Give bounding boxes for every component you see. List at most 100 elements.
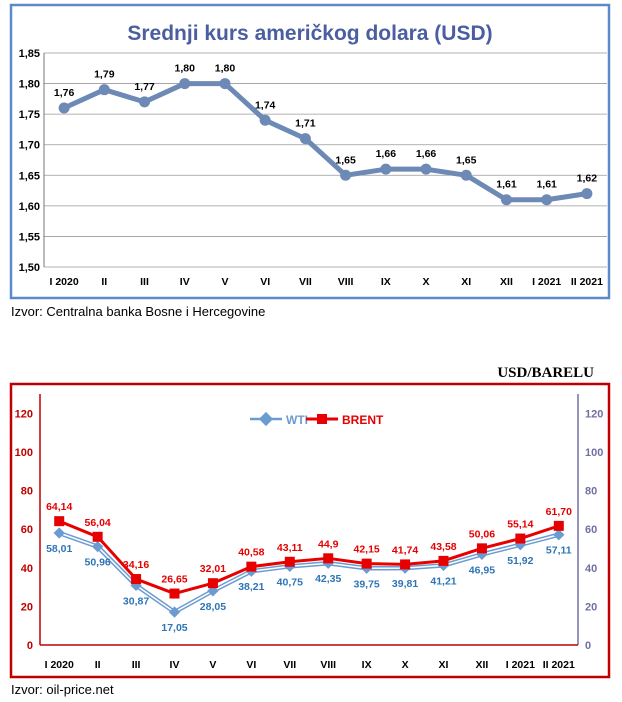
usd-x-tick-label: IX xyxy=(381,276,391,288)
usd-data-point xyxy=(500,194,512,206)
usd-x-tick-label: I 2020 xyxy=(50,276,79,288)
usd-y-tick-label: 1,75 xyxy=(19,109,40,121)
brent-data-label: 32,01 xyxy=(200,563,226,575)
oil-chart-series xyxy=(53,516,565,618)
usd-data-label: 1,65 xyxy=(335,154,356,166)
usd-data-label: 1,80 xyxy=(215,63,236,75)
brent-data-point xyxy=(169,588,180,599)
wti-data-point xyxy=(553,529,565,541)
usd-data-point xyxy=(420,163,432,175)
brent-data-point xyxy=(476,543,487,554)
usd-x-tick-label: VI xyxy=(260,276,270,288)
usd-chart-source: Izvor: Centralna banka Bosne i Hercegovi… xyxy=(11,304,266,319)
oil-chart-source: Izvor: oil-price.net xyxy=(11,682,114,697)
usd-chart-data-labels: 1,76 1,79 1,77 1,80 1,80 1,74 1,71 1,65 1,66 1,66… xyxy=(54,63,597,191)
oil-chart-gridlines xyxy=(39,394,579,646)
usd-x-tick-label: VII xyxy=(299,276,312,288)
legend-brent-label: BRENT xyxy=(342,413,384,427)
wti-data-label: 38,21 xyxy=(238,581,264,593)
oil-x-tick-label: IV xyxy=(170,659,180,671)
oil-left-y-tick-label: 40 xyxy=(21,563,33,575)
usd-chart-y-axis: 1,50 1,55 1,60 1,65 1,70 1,75 1,80 1,85 xyxy=(19,48,40,274)
wti-series-line-inner xyxy=(58,532,559,613)
wti-data-label: 39,81 xyxy=(392,578,418,590)
usd-x-tick-label: IV xyxy=(180,276,190,288)
oil-right-y-tick-label: 80 xyxy=(585,486,597,498)
wti-data-label: 28,05 xyxy=(200,601,226,613)
brent-data-label: 40,58 xyxy=(238,547,264,559)
brent-data-label: 50,06 xyxy=(469,528,495,540)
usd-data-label: 1,74 xyxy=(255,99,276,111)
usd-data-point xyxy=(299,133,311,145)
oil-left-y-tick-label: 60 xyxy=(21,524,33,536)
brent-data-label: 56,04 xyxy=(85,517,111,529)
usd-data-point xyxy=(340,169,352,181)
usd-y-tick-label: 1,80 xyxy=(19,79,40,91)
oil-x-tick-label: III xyxy=(132,659,141,671)
brent-data-label: 42,15 xyxy=(354,544,380,556)
usd-x-tick-label: II 2021 xyxy=(571,276,603,288)
usd-chart-series xyxy=(58,78,593,206)
usd-x-tick-label: V xyxy=(221,276,228,288)
brent-data-label: 43,58 xyxy=(430,541,456,553)
usd-data-point xyxy=(98,84,110,96)
oil-chart-unit-label: USD/BARELU xyxy=(497,365,594,381)
usd-data-label: 1,61 xyxy=(536,179,557,191)
usd-data-label: 1,61 xyxy=(496,179,517,191)
usd-x-tick-label: X xyxy=(423,276,430,288)
brent-data-point xyxy=(284,556,295,567)
oil-x-tick-label: I 2020 xyxy=(45,659,74,671)
oil-x-tick-label: I 2021 xyxy=(506,659,535,671)
usd-x-tick-label: III xyxy=(140,276,149,288)
oil-x-tick-label: IX xyxy=(362,659,372,671)
usd-data-label: 1,77 xyxy=(134,81,155,93)
oil-x-tick-label: VIII xyxy=(320,659,336,671)
usd-data-point xyxy=(581,188,593,200)
usd-data-label: 1,76 xyxy=(54,87,75,99)
oil-right-y-tick-label: 100 xyxy=(585,447,603,459)
oil-right-y-tick-label: 20 xyxy=(585,601,597,613)
brent-data-label: 55,14 xyxy=(507,519,533,531)
oil-x-tick-label: XI xyxy=(439,659,449,671)
wti-data-label: 30,87 xyxy=(123,595,149,607)
legend-brent-marker xyxy=(317,414,327,424)
wti-data-point xyxy=(168,606,181,618)
oil-left-y-tick-label: 20 xyxy=(21,601,33,613)
oil-x-tick-label: V xyxy=(209,659,216,671)
usd-chart-frame xyxy=(9,3,611,300)
usd-data-label: 1,62 xyxy=(577,173,598,185)
oil-chart-left-y-axis: 0 20 40 60 80 100 120 xyxy=(15,408,33,652)
oil-x-tick-label: VI xyxy=(246,659,256,671)
usd-y-tick-label: 1,60 xyxy=(19,201,40,213)
usd-y-tick-label: 1,65 xyxy=(19,170,40,182)
usd-data-point xyxy=(541,194,553,206)
usd-y-tick-label: 1,50 xyxy=(19,262,40,274)
brent-series-line xyxy=(58,519,560,596)
usd-x-tick-label: I 2021 xyxy=(532,276,561,288)
usd-chart-x-axis: I 2020 II III IV V VI VII VIII IX X XI XII I 2021 II … xyxy=(50,276,604,288)
wti-data-label: 39,75 xyxy=(354,578,380,590)
usd-data-label: 1,79 xyxy=(94,69,115,81)
oil-right-y-tick-label: 120 xyxy=(585,408,603,420)
brent-data-label: 34,16 xyxy=(123,559,149,571)
oil-x-tick-label: VII xyxy=(283,659,296,671)
usd-y-tick-label: 1,70 xyxy=(19,140,40,152)
oil-chart-frame xyxy=(9,382,611,679)
brent-data-label: 61,70 xyxy=(546,506,572,518)
brent-data-label: 64,14 xyxy=(46,501,72,513)
usd-chart-title: Srednji kurs američkog dolara (USD) xyxy=(127,22,492,45)
brent-data-label: 26,65 xyxy=(161,574,187,586)
wti-data-label: 58,01 xyxy=(46,543,72,555)
brent-data-label: 43,11 xyxy=(277,542,303,554)
brent-data-label: 41,74 xyxy=(392,544,418,556)
brent-data-point xyxy=(400,559,411,570)
oil-left-y-tick-label: 100 xyxy=(15,447,33,459)
usd-y-tick-label: 1,85 xyxy=(19,48,40,60)
usd-x-tick-label: XII xyxy=(500,276,513,288)
oil-x-tick-label: II xyxy=(95,659,101,671)
oil-left-y-tick-label: 0 xyxy=(27,640,33,652)
brent-data-point xyxy=(438,555,449,566)
usd-data-label: 1,80 xyxy=(175,63,196,75)
usd-x-tick-label: XI xyxy=(461,276,471,288)
usd-data-point xyxy=(259,114,271,126)
